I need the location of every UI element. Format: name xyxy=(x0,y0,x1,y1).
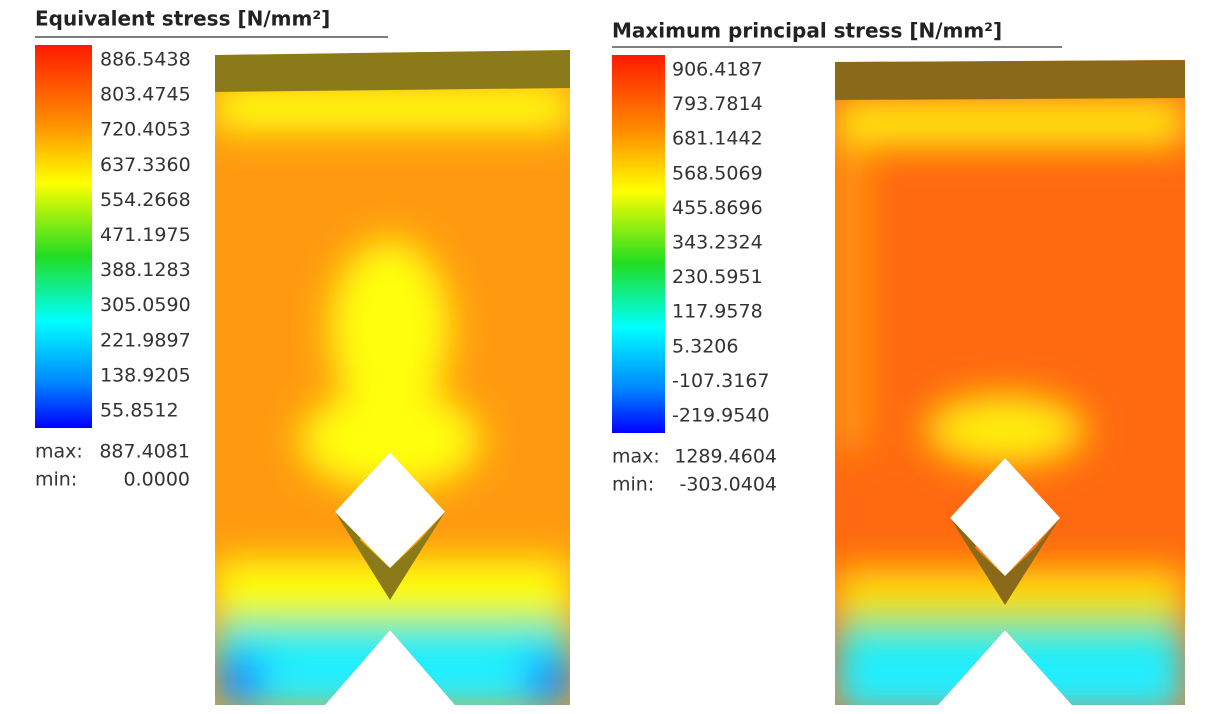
max-label: max: xyxy=(612,446,660,468)
legend-label: 720.4053 xyxy=(100,119,191,141)
legend-label: 5.3206 xyxy=(672,335,738,357)
min-label: min: xyxy=(612,474,654,496)
legend: 886.5438 803.4745 720.4053 637.3360 554.2668… xyxy=(100,49,191,422)
legend-label: 455.8696 xyxy=(672,197,763,219)
legend-label: 230.5951 xyxy=(672,266,763,288)
legend: 906.4187 793.7814 681.1442 568.5069 455.8696… xyxy=(672,59,770,427)
legend-label: 471.1975 xyxy=(100,224,191,246)
legend-label: 305.0590 xyxy=(100,294,191,316)
panel-title: Equivalent stress [N/mm²] xyxy=(35,7,330,31)
max-label: max: xyxy=(35,441,83,463)
legend-label: 138.9205 xyxy=(100,364,191,386)
legend-label: 568.5069 xyxy=(672,162,763,184)
max-value: 887.4081 xyxy=(99,441,190,463)
legend-label: -219.9540 xyxy=(672,405,770,427)
legend-label: 55.8512 xyxy=(100,400,179,422)
min-value: -303.0404 xyxy=(679,474,777,496)
legend-label: 221.9897 xyxy=(100,329,191,351)
legend-label: 637.3360 xyxy=(100,154,191,176)
legend-label: 906.4187 xyxy=(672,59,763,81)
min-value: 0.0000 xyxy=(124,469,190,491)
panel-title: Maximum principal stress [N/mm²] xyxy=(612,19,1002,43)
legend-label: 793.7814 xyxy=(672,93,763,115)
color-scale xyxy=(35,45,92,428)
specimen xyxy=(835,60,1185,705)
legend-label: 554.2668 xyxy=(100,189,191,211)
min-label: min: xyxy=(35,469,77,491)
legend-label: -107.3167 xyxy=(672,370,770,392)
color-scale xyxy=(612,55,665,433)
legend-label: 117.9578 xyxy=(672,301,763,323)
max-value: 1289.4604 xyxy=(674,446,777,468)
legend-label: 681.1442 xyxy=(672,128,763,150)
legend-label: 343.2324 xyxy=(672,232,763,254)
specimen xyxy=(215,50,570,705)
legend-label: 803.4745 xyxy=(100,84,191,106)
legend-label: 388.1283 xyxy=(100,259,191,281)
legend-label: 886.5438 xyxy=(100,49,191,71)
